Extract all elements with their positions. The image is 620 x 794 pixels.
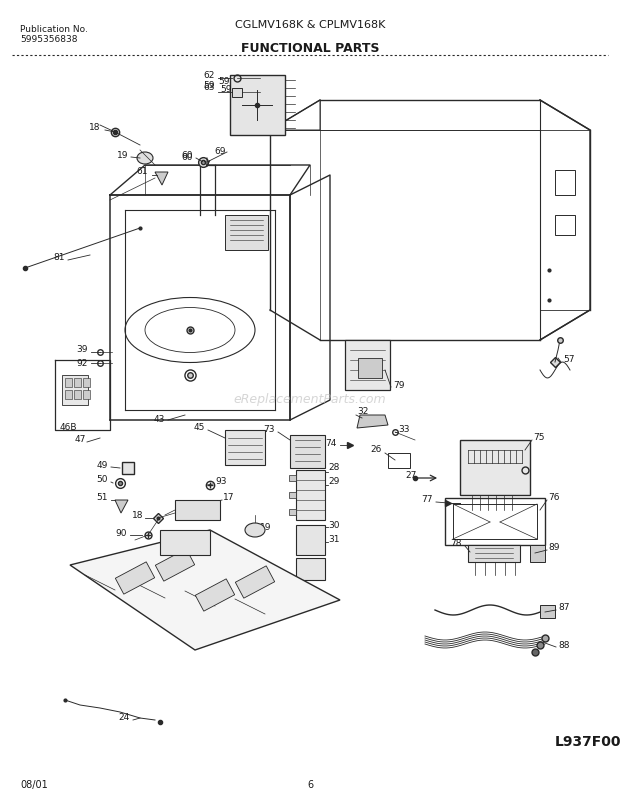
Text: 32: 32 [357,407,368,417]
Text: 46B: 46B [60,423,78,433]
Text: 59: 59 [218,78,229,87]
Polygon shape [65,378,72,387]
Polygon shape [160,530,210,555]
Polygon shape [225,430,265,465]
Text: L937F0003: L937F0003 [555,735,620,749]
Text: 63: 63 [203,83,215,91]
Polygon shape [65,390,72,399]
Text: 26: 26 [371,445,382,454]
Polygon shape [115,562,154,594]
Text: 08/01: 08/01 [20,780,48,790]
Polygon shape [225,215,268,250]
Text: FUNCTIONAL PARTS: FUNCTIONAL PARTS [241,42,379,55]
Text: 33: 33 [398,426,409,434]
Text: 92: 92 [77,359,88,368]
Polygon shape [296,558,325,580]
Text: 78: 78 [451,538,462,548]
Text: 69: 69 [215,148,226,156]
Text: 19: 19 [117,151,128,160]
Text: 89: 89 [548,544,559,553]
Text: 57: 57 [563,356,575,364]
Polygon shape [70,530,340,650]
Polygon shape [62,375,88,405]
Text: 62: 62 [203,71,215,80]
Polygon shape [156,549,195,581]
Text: 77: 77 [422,495,433,504]
Text: 28: 28 [328,464,339,472]
Polygon shape [83,390,90,399]
Polygon shape [289,492,296,498]
Polygon shape [289,475,296,481]
Text: 19: 19 [260,522,272,531]
Polygon shape [358,358,382,378]
Polygon shape [195,579,235,611]
Polygon shape [460,440,530,495]
Polygon shape [115,500,128,513]
Polygon shape [74,390,81,399]
Text: 59: 59 [203,80,215,90]
Polygon shape [232,88,242,97]
Polygon shape [540,605,555,618]
Text: 17: 17 [223,494,234,503]
Text: 61: 61 [136,168,148,176]
Text: 60: 60 [182,152,193,161]
Polygon shape [290,435,325,468]
Text: 47: 47 [75,435,86,445]
Text: 18: 18 [131,511,143,521]
Polygon shape [236,566,275,598]
Text: 5995356838: 5995356838 [20,35,78,44]
Text: 49: 49 [97,461,108,469]
Polygon shape [530,545,545,562]
Text: 50: 50 [97,476,108,484]
Text: 60: 60 [182,151,193,160]
Text: 24: 24 [119,714,130,723]
Polygon shape [230,75,285,135]
Text: 29: 29 [328,477,339,487]
Polygon shape [289,509,296,515]
Text: 39: 39 [76,345,88,354]
Text: 27: 27 [405,471,417,480]
Text: 30: 30 [328,521,340,530]
Polygon shape [468,545,520,562]
Text: 59: 59 [220,86,231,94]
Polygon shape [155,172,168,185]
Text: 6: 6 [307,780,313,790]
Text: eReplacementParts.com: eReplacementParts.com [234,394,386,407]
Text: 18: 18 [89,122,100,132]
Text: 76: 76 [548,494,559,503]
Text: 93: 93 [215,477,226,487]
Text: 81: 81 [53,253,65,263]
Polygon shape [345,340,390,390]
Ellipse shape [236,84,278,126]
Text: 73: 73 [264,426,275,434]
Polygon shape [296,470,325,520]
Text: 51: 51 [97,494,108,503]
Polygon shape [175,500,220,520]
Ellipse shape [245,523,265,537]
Polygon shape [83,378,90,387]
Text: 31: 31 [328,535,340,545]
Text: 45: 45 [193,423,205,433]
Text: 74: 74 [326,438,337,448]
Text: 75: 75 [533,433,544,441]
Polygon shape [296,525,325,555]
Text: 43: 43 [154,415,165,425]
Text: 88: 88 [558,641,570,649]
Text: 90: 90 [115,529,127,538]
Text: 87: 87 [558,603,570,612]
Polygon shape [357,415,388,428]
Text: Publication No.: Publication No. [20,25,88,34]
Polygon shape [74,378,81,387]
Text: CGLMV168K & CPLMV168K: CGLMV168K & CPLMV168K [235,20,385,30]
Ellipse shape [137,152,153,164]
Text: 79: 79 [393,380,404,390]
